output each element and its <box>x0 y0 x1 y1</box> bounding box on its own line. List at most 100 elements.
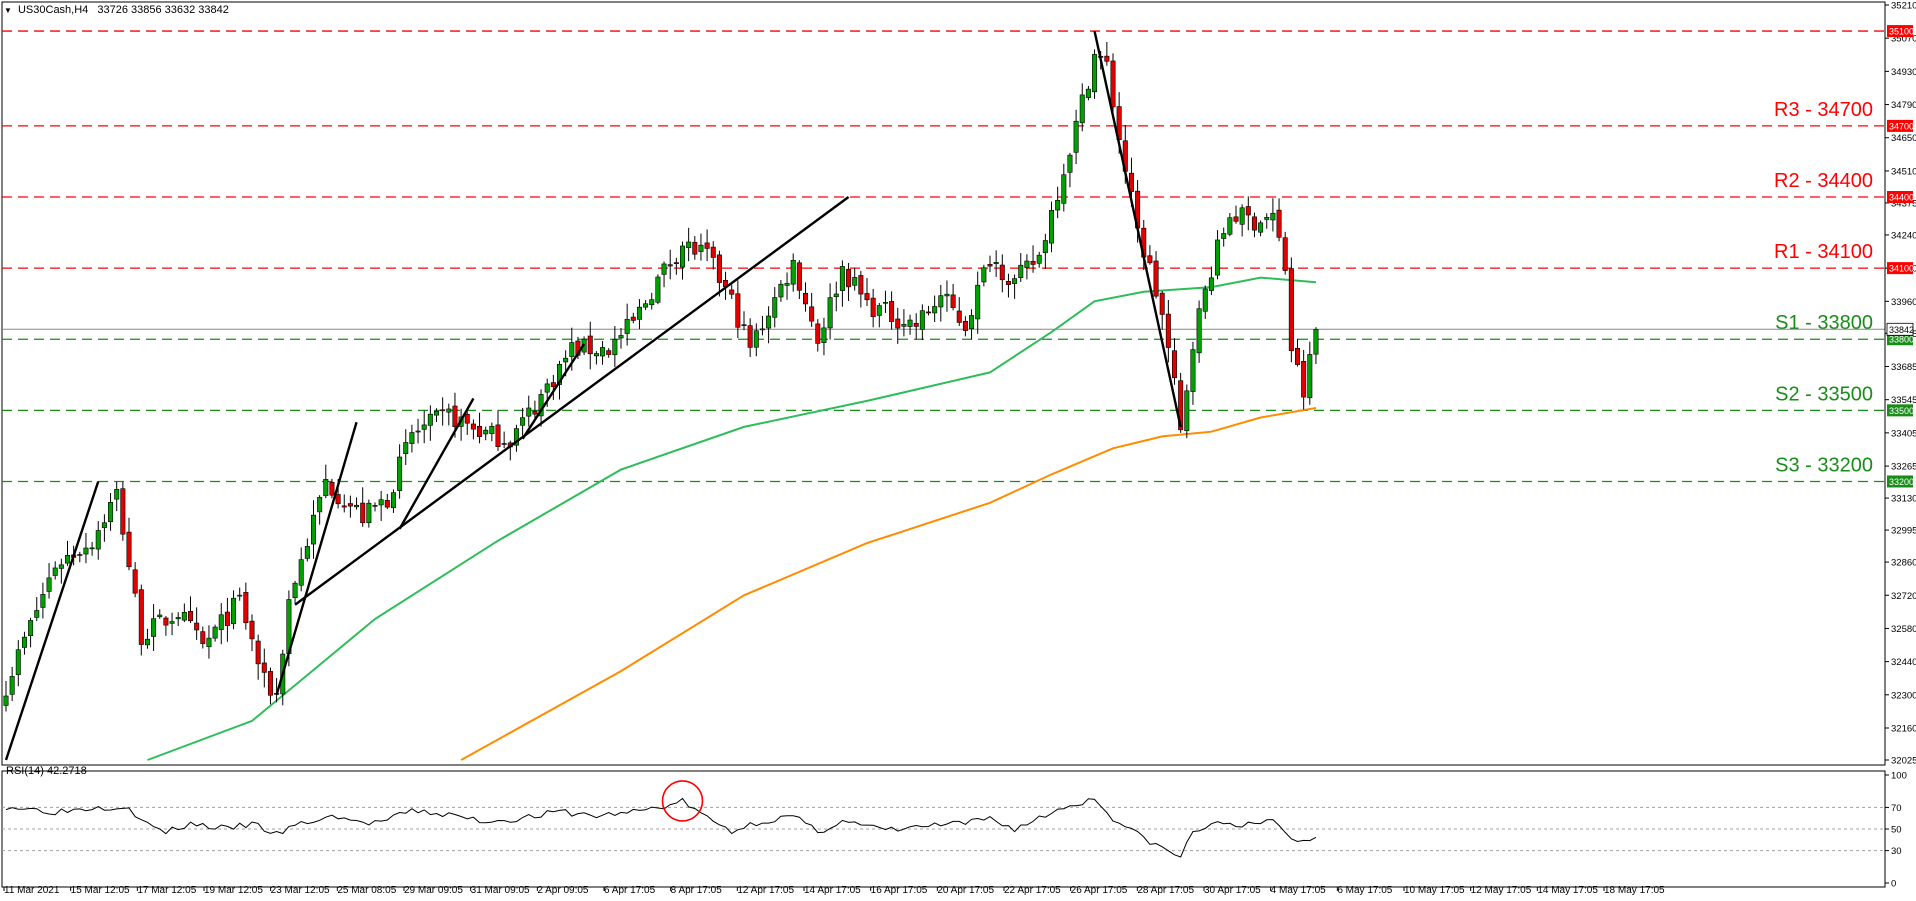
price-tick-label: 34650 <box>1891 133 1916 144</box>
candle <box>784 272 790 300</box>
candle-body <box>606 350 612 355</box>
candle-body <box>944 293 950 297</box>
candle <box>157 609 163 619</box>
candle-body <box>298 559 304 586</box>
candle-body <box>1190 349 1196 392</box>
candle <box>520 407 526 436</box>
candle <box>58 558 64 584</box>
x-tick-label: 20 Apr 17:05 <box>937 885 994 896</box>
dropdown-triangle-icon[interactable]: ▼ <box>4 6 12 15</box>
candle <box>1288 257 1294 363</box>
x-tick-label: 4 May 17:05 <box>1271 885 1326 896</box>
rsi-highlight-circle <box>661 780 704 822</box>
candle <box>618 328 624 349</box>
rsi-tick-label: 30 <box>1891 846 1902 857</box>
candle <box>938 284 944 322</box>
candle <box>698 233 704 261</box>
candle-body <box>317 497 323 513</box>
candle-body <box>157 614 163 618</box>
candle-body <box>1055 199 1061 211</box>
candle-body <box>1172 350 1178 379</box>
candle-body <box>452 405 458 428</box>
candle <box>1147 245 1153 265</box>
candle-body <box>1239 207 1245 225</box>
candle <box>464 408 470 435</box>
candle <box>194 607 200 640</box>
candle <box>550 374 556 400</box>
candle-body <box>1128 172 1134 192</box>
price-tick-label: 33545 <box>1891 395 1916 406</box>
price-tick-label: 34790 <box>1891 100 1916 111</box>
candle <box>483 426 489 441</box>
candle <box>772 287 778 328</box>
candle-body <box>1092 54 1098 93</box>
candle-body <box>1042 240 1048 254</box>
price-tick-label: 33405 <box>1891 428 1916 439</box>
candle-body <box>729 289 735 295</box>
candle <box>667 249 673 280</box>
candle <box>175 612 181 627</box>
candle-body <box>15 649 21 675</box>
candle <box>218 603 224 645</box>
candle-body <box>901 324 907 327</box>
candle <box>1036 251 1042 268</box>
candle <box>237 587 243 601</box>
candle <box>1301 349 1307 410</box>
candle-body <box>999 264 1005 281</box>
candle-body <box>249 620 255 640</box>
candle-body <box>741 324 747 326</box>
candle <box>655 274 661 305</box>
candle-body <box>513 428 519 446</box>
level-label-34400: R2 - 34400 <box>1774 170 1873 192</box>
x-tick-label: 26 Apr 17:05 <box>1071 885 1128 896</box>
candle <box>1092 49 1098 99</box>
candle <box>310 500 316 559</box>
x-tick-label: 30 Apr 17:05 <box>1204 885 1261 896</box>
candle <box>255 634 261 680</box>
x-tick-label: 6 May 17:05 <box>1337 885 1392 896</box>
current-price-tag <box>1886 322 1914 336</box>
price-tick-label: 33960 <box>1891 297 1916 308</box>
candle <box>1202 285 1208 319</box>
candle-body <box>483 429 489 435</box>
candle-body <box>1110 60 1116 108</box>
x-tick-label: 14 May 17:05 <box>1537 885 1598 896</box>
candle-body <box>993 261 999 265</box>
candle-body <box>58 564 64 569</box>
candle-body <box>981 267 987 283</box>
candle-body <box>366 502 372 524</box>
candle <box>1276 198 1282 242</box>
price-tag-34700 <box>1887 119 1913 132</box>
candle-body <box>716 254 722 283</box>
x-tick-label: 14 Apr 17:05 <box>804 885 861 896</box>
candle-body <box>354 504 360 508</box>
candle-body <box>243 592 249 624</box>
candle <box>925 305 931 316</box>
candle-body <box>600 347 606 357</box>
candle-body <box>1104 55 1110 62</box>
candle-body <box>138 589 144 645</box>
trendline <box>1093 30 1182 428</box>
candle <box>882 290 888 314</box>
candle-body <box>397 456 403 491</box>
candle <box>1221 227 1227 247</box>
candle <box>901 309 907 337</box>
candle-body <box>624 318 630 334</box>
price-tick-label: 32160 <box>1891 723 1916 734</box>
candle <box>827 283 833 340</box>
candle <box>821 317 827 356</box>
candle-body <box>710 246 716 258</box>
candle <box>735 280 741 339</box>
chart-symbol-header: ▼ US30Cash,H4 33726 33856 33632 33842 <box>4 4 229 16</box>
candle-body <box>415 430 421 433</box>
candle <box>612 326 618 368</box>
price-tag-label-34700: 34700 <box>1889 121 1914 131</box>
candle <box>261 648 267 688</box>
candle <box>1005 273 1011 298</box>
candle-body <box>1208 277 1214 291</box>
candle <box>1024 254 1030 280</box>
candle-body <box>1159 292 1165 315</box>
candle <box>304 538 310 562</box>
